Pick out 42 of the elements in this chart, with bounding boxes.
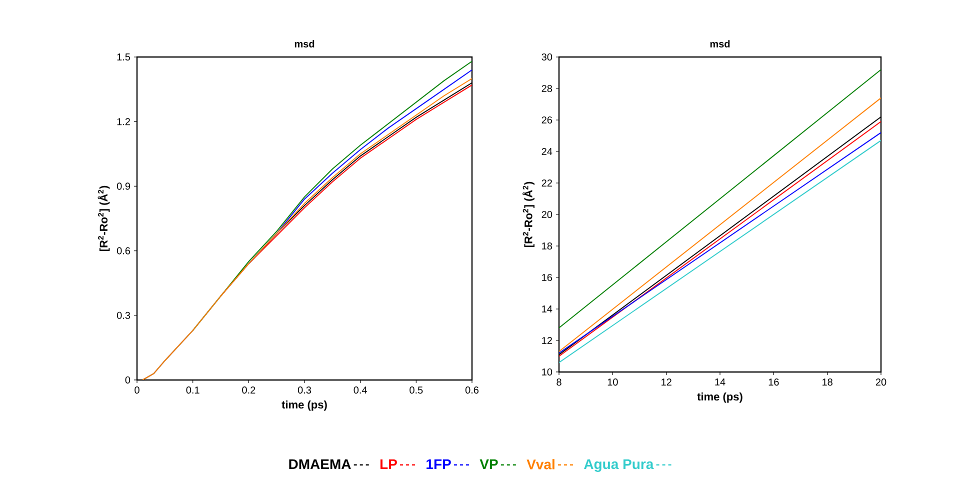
y-tick-label: 0.9: [116, 182, 130, 190]
y-tick-label: 18: [542, 242, 552, 250]
y-tick-label: 0.3: [116, 312, 130, 319]
y-tick-label: 28: [542, 84, 552, 92]
x-axis-title: time (ps): [697, 392, 742, 403]
y-tick-label: 22: [542, 180, 552, 186]
y-tick-label: 12: [542, 337, 552, 344]
x-tick-label: 0.3: [298, 386, 312, 394]
y-axis-title: [R$^{2}$-Ro$^{2}$] (Å$^{2}$): [98, 186, 110, 252]
y-tick-label: 14: [542, 306, 552, 312]
legend-label: VP: [480, 459, 498, 469]
x-tick-label: 8: [556, 378, 562, 386]
x-tick-label: 0.6: [465, 386, 479, 394]
y-tick-label: 20: [542, 210, 552, 218]
x-tick-label: 12: [662, 378, 672, 386]
chart-title: msd: [710, 40, 730, 48]
y-tick-label: 10: [542, 368, 552, 376]
x-tick-label: 0.4: [354, 386, 367, 394]
x-tick-label: 0.5: [410, 386, 423, 394]
y-tick-label: 1.5: [117, 54, 130, 60]
legend-label: Vval: [526, 459, 554, 470]
x-tick-label: 20: [876, 378, 886, 386]
legend-label: Agua Pura: [584, 459, 654, 472]
x-tick-label: 18: [822, 378, 832, 386]
x-tick-label: 0: [134, 386, 140, 394]
y-tick-label: 24: [542, 148, 552, 155]
y-axis-title: [R$^{2}$-Ro$^{2}$] (Å$^{2}$): [522, 182, 534, 248]
x-tick-label: 0.1: [186, 386, 200, 394]
x-tick-label: 0.2: [242, 386, 256, 394]
y-tick-label: 16: [542, 274, 552, 282]
chart-title: msd: [294, 40, 314, 48]
legend-label: DMAEMA: [289, 459, 351, 469]
y-tick-label: 0.6: [116, 247, 130, 254]
legend-label: 1FP: [426, 459, 451, 469]
y-tick-label: 1.2: [117, 118, 130, 126]
y-tick-label: 26: [542, 116, 552, 124]
x-tick-label: 10: [608, 378, 618, 386]
legend-label: LP: [380, 459, 397, 469]
y-tick-label: 30: [542, 53, 552, 61]
x-tick-label: 14: [715, 378, 726, 386]
x-axis-title: time (ps): [282, 400, 327, 411]
x-tick-label: 16: [768, 378, 779, 386]
